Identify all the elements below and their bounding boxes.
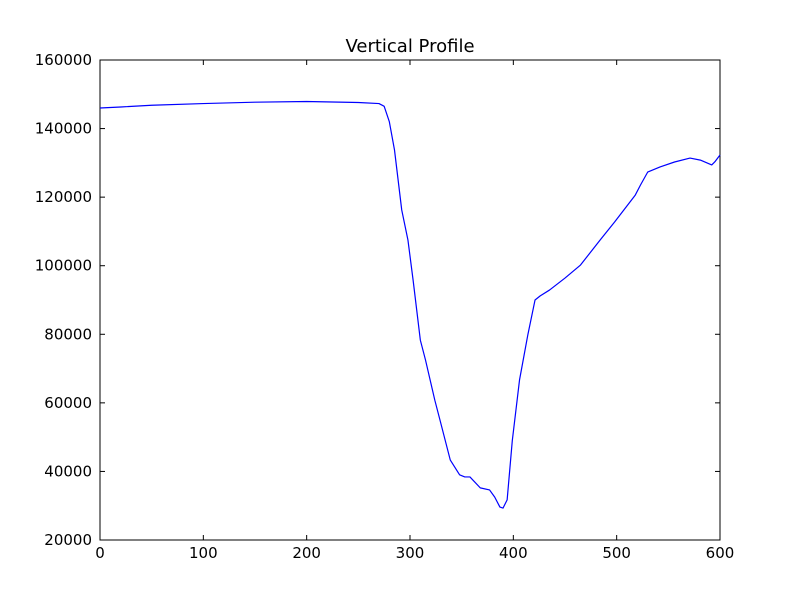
x-tick-label: 300 [396,544,425,562]
y-tick-label: 60000 [44,394,92,412]
y-tick-label: 160000 [35,51,92,69]
y-tick-label: 140000 [35,120,92,138]
y-tick-label: 80000 [44,325,92,343]
x-tick-label: 0 [95,544,105,562]
data-line [99,100,721,509]
y-tick-label: 120000 [35,188,92,206]
x-tick-label: 200 [292,544,321,562]
plot-frame [99,59,721,541]
x-tick-label: 600 [706,544,735,562]
y-tick-label: 100000 [35,257,92,275]
chart-title: Vertical Profile [345,36,474,57]
x-tick-label: 500 [602,544,631,562]
y-tick-label: 40000 [44,462,92,480]
x-tick-label: 100 [189,544,218,562]
x-tick-label: 400 [499,544,528,562]
y-tick-label: 20000 [44,531,92,549]
